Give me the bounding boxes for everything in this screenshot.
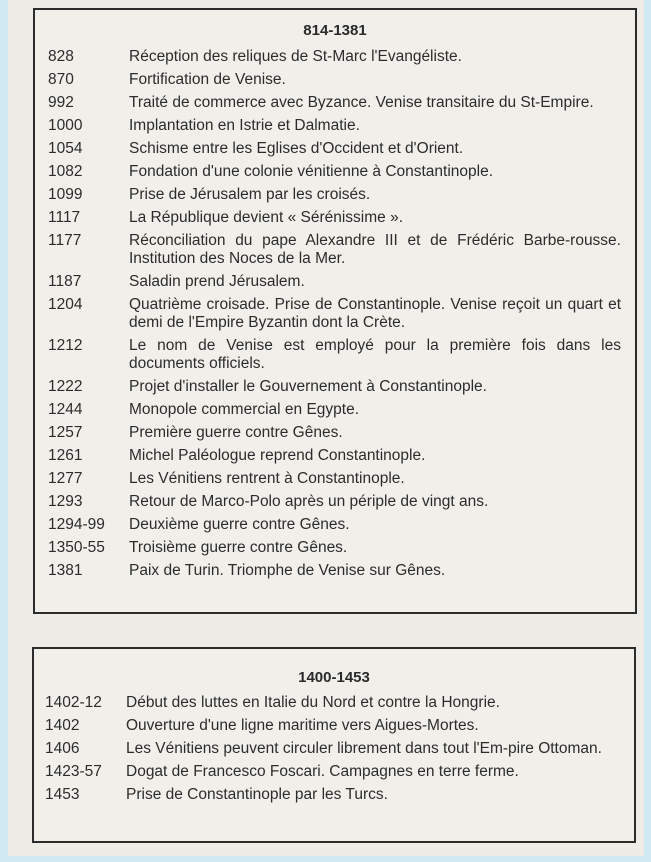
timeline-entry: 1261 Michel Paléologue reprend Constantin… [48, 447, 621, 465]
timeline-entry: 1277 Les Vénitiens rentrent à Constantino… [48, 470, 621, 488]
timeline-entry: 1381 Paix de Turin. Triomphe de Venise su… [48, 562, 621, 580]
entry-date: 992 [48, 94, 74, 111]
entry-text: Ouverture d'une ligne maritime vers Aigu… [126, 717, 479, 734]
timeline-entry: 1212 Le nom de Venise est employé pour la… [48, 337, 621, 373]
timeline-list: 828 Réception des reliques de St-Marc l'E… [35, 42, 635, 580]
entry-text: Fortification de Venise. [129, 71, 286, 88]
entry-text: Réconciliation du pape Alexandre III et … [129, 232, 621, 267]
section-title: 1400-1453 [298, 669, 370, 686]
entry-text: Les Vénitiens rentrent à Constantinople. [129, 470, 405, 487]
timeline-entry: 1054 Schisme entre les Eglises d'Occident… [48, 140, 621, 158]
timeline-entry: 1294-99 Deuxième guerre contre Gênes. [48, 516, 621, 534]
entry-text: Première guerre contre Gênes. [129, 424, 343, 441]
entry-date: 1082 [48, 163, 83, 180]
timeline-list: 1402-12 Début des luttes en Italie du Nor… [34, 691, 634, 804]
entry-date: 1222 [48, 378, 83, 395]
entry-text: Prise de Jérusalem par les croisés. [129, 186, 371, 203]
entry-text: Michel Paléologue reprend Constantinople… [129, 447, 426, 464]
entry-date: 1261 [48, 447, 83, 464]
entry-text: Projet d'installer le Gouvernement à Con… [129, 378, 487, 395]
timeline-entry: 1402-12 Début des luttes en Italie du Nor… [45, 694, 620, 712]
timeline-entry: 1453 Prise de Constantinople par les Turc… [45, 786, 620, 804]
timeline-entry: 1177 Réconciliation du pape Alexandre III… [48, 232, 621, 268]
entry-date: 1402-12 [45, 694, 102, 711]
entry-date: 828 [48, 48, 74, 65]
entry-date: 1257 [48, 424, 83, 441]
entry-text: Réception des reliques de St-Marc l'Evan… [129, 48, 462, 65]
section-title: 814-1381 [303, 22, 367, 39]
entry-text: Deuxième guerre contre Gênes. [129, 516, 350, 533]
entry-date: 1000 [48, 117, 83, 134]
entry-date: 1212 [48, 337, 83, 354]
entry-date: 1453 [45, 786, 80, 803]
entry-text: Saladin prend Jérusalem. [129, 273, 305, 290]
entry-text: Quatrième croisade. Prise de Constantino… [129, 296, 621, 331]
timeline-entry: 1406 Les Vénitiens peuvent circuler libre… [45, 740, 620, 758]
entry-date: 1406 [45, 740, 80, 757]
entry-date: 1117 [48, 209, 81, 226]
timeline-entry: 1423-57 Dogat de Francesco Foscari. Campa… [45, 763, 620, 781]
timeline-entry: 1082 Fondation d'une colonie vénitienne à… [48, 163, 621, 181]
entry-text: Le nom de Venise est employé pour la pre… [129, 337, 621, 372]
entry-date: 1187 [48, 273, 82, 290]
entry-text: Retour de Marco-Polo après un périple de… [129, 493, 489, 510]
entry-date: 1277 [48, 470, 83, 487]
timeline-entry: 1244 Monopole commercial en Egypte. [48, 401, 621, 419]
entry-text: Dogat de Francesco Foscari. Campagnes en… [126, 763, 519, 780]
timeline-entry: 1350-55 Troisième guerre contre Gênes. [48, 539, 621, 557]
entry-text: Implantation en Istrie et Dalmatie. [129, 117, 360, 134]
entry-date: 1204 [48, 296, 83, 313]
timeline-entry: 992 Traité de commerce avec Byzance. Veni… [48, 94, 621, 112]
entry-date: 1402 [45, 717, 80, 734]
timeline-entry: 1099 Prise de Jérusalem par les croisés. [48, 186, 621, 204]
timeline-box-1400-1453: 1400-1453 1402-12 Début des luttes en Ita… [32, 647, 636, 843]
timeline-entry: 1187 Saladin prend Jérusalem. [48, 273, 621, 291]
entry-date: 870 [48, 71, 74, 88]
entry-date: 1099 [48, 186, 83, 203]
entry-date: 1294-99 [48, 516, 105, 533]
entry-text: Paix de Turin. Triomphe de Venise sur Gê… [129, 562, 446, 579]
entry-date: 1293 [48, 493, 83, 510]
entry-date: 1054 [48, 140, 83, 157]
entry-text: Schisme entre les Eglises d'Occident et … [129, 140, 464, 157]
scanned-page: 814-1381 828 Réception des reliques de St… [8, 0, 644, 856]
entry-date: 1177 [48, 232, 82, 249]
entry-text: Les Vénitiens peuvent circuler librement… [126, 740, 602, 757]
entry-text: Troisième guerre contre Gênes. [129, 539, 348, 556]
entry-text: Fondation d'une colonie vénitienne à Con… [129, 163, 494, 180]
entry-date: 1244 [48, 401, 83, 418]
timeline-box-814-1381: 814-1381 828 Réception des reliques de St… [33, 8, 637, 614]
timeline-entry: 1000 Implantation en Istrie et Dalmatie. [48, 117, 621, 135]
entry-date: 1423-57 [45, 763, 102, 780]
entry-text: Prise de Constantinople par les Turcs. [126, 786, 388, 803]
timeline-entry: 1293 Retour de Marco-Polo après un péripl… [48, 493, 621, 511]
timeline-entry: 1204 Quatrième croisade. Prise de Constan… [48, 296, 621, 332]
entry-text: Début des luttes en Italie du Nord et co… [126, 694, 500, 711]
entry-text: Monopole commercial en Egypte. [129, 401, 360, 418]
timeline-entry: 870 Fortification de Venise. [48, 71, 621, 89]
entry-date: 1350-55 [48, 539, 105, 556]
timeline-entry: 828 Réception des reliques de St-Marc l'E… [48, 48, 621, 66]
entry-date: 1381 [48, 562, 83, 579]
entry-text: Traité de commerce avec Byzance. Venise … [129, 94, 594, 111]
timeline-entry: 1222 Projet d'installer le Gouvernement à… [48, 378, 621, 396]
timeline-entry: 1402 Ouverture d'une ligne maritime vers … [45, 717, 620, 735]
timeline-entry: 1257 Première guerre contre Gênes. [48, 424, 621, 442]
entry-text: La République devient « Sérénissime ». [129, 209, 404, 226]
timeline-entry: 1117 La République devient « Sérénissime … [48, 209, 621, 227]
